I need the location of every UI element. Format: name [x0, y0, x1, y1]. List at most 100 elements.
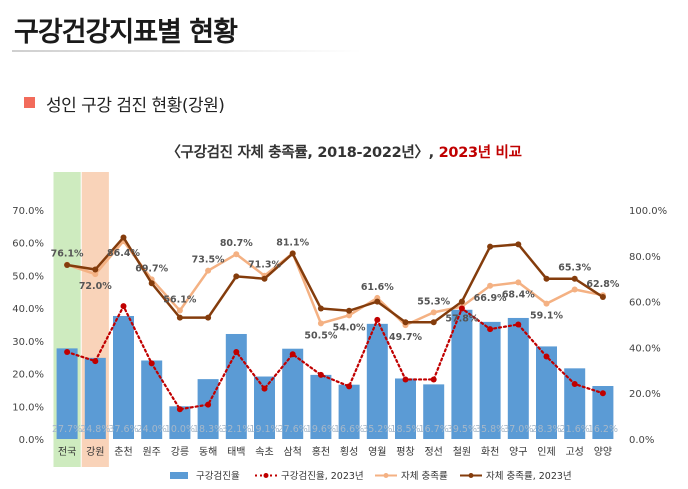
bar — [423, 384, 445, 439]
title-divider — [12, 50, 362, 52]
bar-value-label: 21.6% — [560, 424, 590, 435]
point-self-rate-2023 — [176, 314, 183, 321]
bar — [592, 386, 614, 439]
self-rate-value-label: 57.8% — [445, 314, 478, 325]
point-exam-2023 — [289, 351, 296, 358]
bar-value-label: 27.7% — [52, 424, 82, 435]
bar — [536, 346, 557, 439]
bar — [310, 374, 332, 439]
bar-value-label: 10.0% — [165, 424, 195, 435]
category-label: 양구 — [509, 446, 527, 458]
legend-label: 자체 충족률, 2023년 — [486, 471, 572, 482]
y-left-tick-label: 30.0% — [12, 337, 44, 348]
point-exam-2023 — [205, 401, 212, 408]
point-self-rate — [430, 309, 437, 316]
category-label: 전국 — [58, 446, 76, 458]
point-exam-2023 — [571, 381, 578, 388]
bar-value-label: 39.5% — [447, 424, 477, 435]
self-rate-value-label: 54.0% — [333, 322, 366, 333]
self-rate-value-label: 50.5% — [304, 330, 337, 341]
category-label: 철원 — [453, 446, 471, 458]
bar-value-label: 16.2% — [588, 424, 618, 435]
bar — [169, 406, 191, 439]
bar-value-label: 28.3% — [531, 424, 561, 435]
point-self-rate — [176, 307, 183, 314]
point-self-rate-2023 — [148, 280, 155, 287]
bar — [282, 348, 304, 439]
self-rate-value-label: 62.8% — [586, 279, 619, 290]
category-labels: 전국 강원 춘천 원주 강릉 동해 태백 속초 삼척 홍천 횡성 영월 평창 정선 철원 화천 양구 인제 고성 양양 — [58, 445, 612, 458]
point-self-rate-2023 — [402, 319, 409, 326]
y-right-tick-label: 60.0% — [629, 298, 661, 309]
category-label: 강릉 — [171, 446, 189, 458]
legend-marker — [263, 473, 269, 478]
point-exam-2023 — [487, 326, 494, 333]
y-right-tick-label: 40.0% — [629, 343, 661, 354]
bar — [366, 323, 388, 439]
chart-title-main: 〈구강검진 자체 충족률, 2018-2022년〉, — [166, 145, 439, 161]
point-self-rate-2023 — [346, 307, 353, 314]
category-label: 화천 — [481, 446, 499, 458]
bar-series — [56, 309, 614, 439]
page-title: 구강건강지표별 현황 — [14, 17, 238, 48]
self-rate-value-label: 72.0% — [79, 281, 112, 292]
point-exam-2023 — [233, 348, 240, 355]
y-right-tick-label: 80.0% — [629, 252, 661, 263]
point-exam-2023 — [599, 390, 606, 397]
bar-value-label: 37.6% — [108, 424, 138, 435]
point-exam-2023 — [346, 383, 353, 390]
bar-value-label: 16.6% — [334, 424, 364, 435]
point-self-rate — [515, 279, 522, 286]
legend: 구강검진율 구강검진율, 2023년 자체 충족률 자체 충족률, 2023년 — [170, 470, 572, 482]
point-exam-2023 — [543, 353, 550, 360]
bar — [507, 317, 529, 439]
self-rate-value-label: 66.9% — [474, 293, 507, 304]
point-self-rate-2023 — [289, 250, 296, 257]
point-self-rate-2023 — [317, 305, 324, 312]
bar — [84, 357, 106, 439]
point-exam-2023 — [176, 406, 183, 413]
bar-data-labels: 27.7%24.8%37.6%24.0%10.0%18.3%32.1%19.1%… — [52, 424, 618, 435]
self-rate-value-label: 80.7% — [220, 238, 253, 249]
point-self-rate-2023 — [92, 266, 99, 273]
bar-value-label: 37.0% — [503, 424, 533, 435]
point-self-rate — [487, 282, 494, 289]
point-self-rate — [571, 286, 578, 293]
self-rate-value-label: 65.3% — [558, 263, 591, 274]
bar — [479, 321, 501, 439]
point-exam-2023 — [515, 321, 522, 328]
point-self-rate-2023 — [487, 243, 494, 250]
y-right-tick-label: 100.0% — [629, 206, 667, 217]
self-rate-value-label: 56.1% — [163, 295, 196, 306]
self-rate-value-label: 55.3% — [417, 296, 450, 307]
self-rate-value-label: 71.3% — [248, 260, 281, 271]
axis-labels: 0.0% 10.0% 20.0% 30.0% 40.0% 50.0% 60.0% 70.0% 0… — [12, 206, 667, 446]
bar-value-label: 19.6% — [306, 424, 336, 435]
point-exam-2023 — [120, 303, 127, 310]
y-left-tick-label: 70.0% — [12, 206, 44, 217]
point-self-rate-2023 — [205, 314, 212, 321]
point-self-rate-2023 — [261, 275, 268, 282]
point-self-rate-2023 — [430, 319, 437, 326]
point-self-rate — [233, 251, 240, 258]
line-self-rate-2023 — [66, 235, 604, 324]
bar-value-label: 24.8% — [80, 424, 110, 435]
bar-value-label: 35.8% — [475, 424, 505, 435]
point-self-rate — [346, 312, 353, 319]
legend-marker — [468, 473, 474, 478]
point-self-rate — [317, 320, 324, 327]
bar-value-label: 24.0% — [137, 424, 167, 435]
category-label: 동해 — [199, 445, 217, 458]
category-label: 평창 — [396, 446, 414, 458]
point-self-rate-2023 — [120, 234, 127, 241]
y-left-tick-label: 50.0% — [12, 271, 44, 282]
category-label: 횡성 — [340, 446, 358, 458]
y-right-tick-label: 20.0% — [629, 389, 661, 400]
point-self-rate-2023 — [515, 241, 522, 248]
self-rate-value-label: 69.7% — [135, 263, 168, 274]
point-exam-2023 — [430, 376, 437, 383]
point-exam-2023 — [92, 358, 99, 365]
bar — [395, 378, 416, 439]
bar-value-label: 35.2% — [362, 424, 392, 435]
point-self-rate-2023 — [64, 261, 71, 268]
